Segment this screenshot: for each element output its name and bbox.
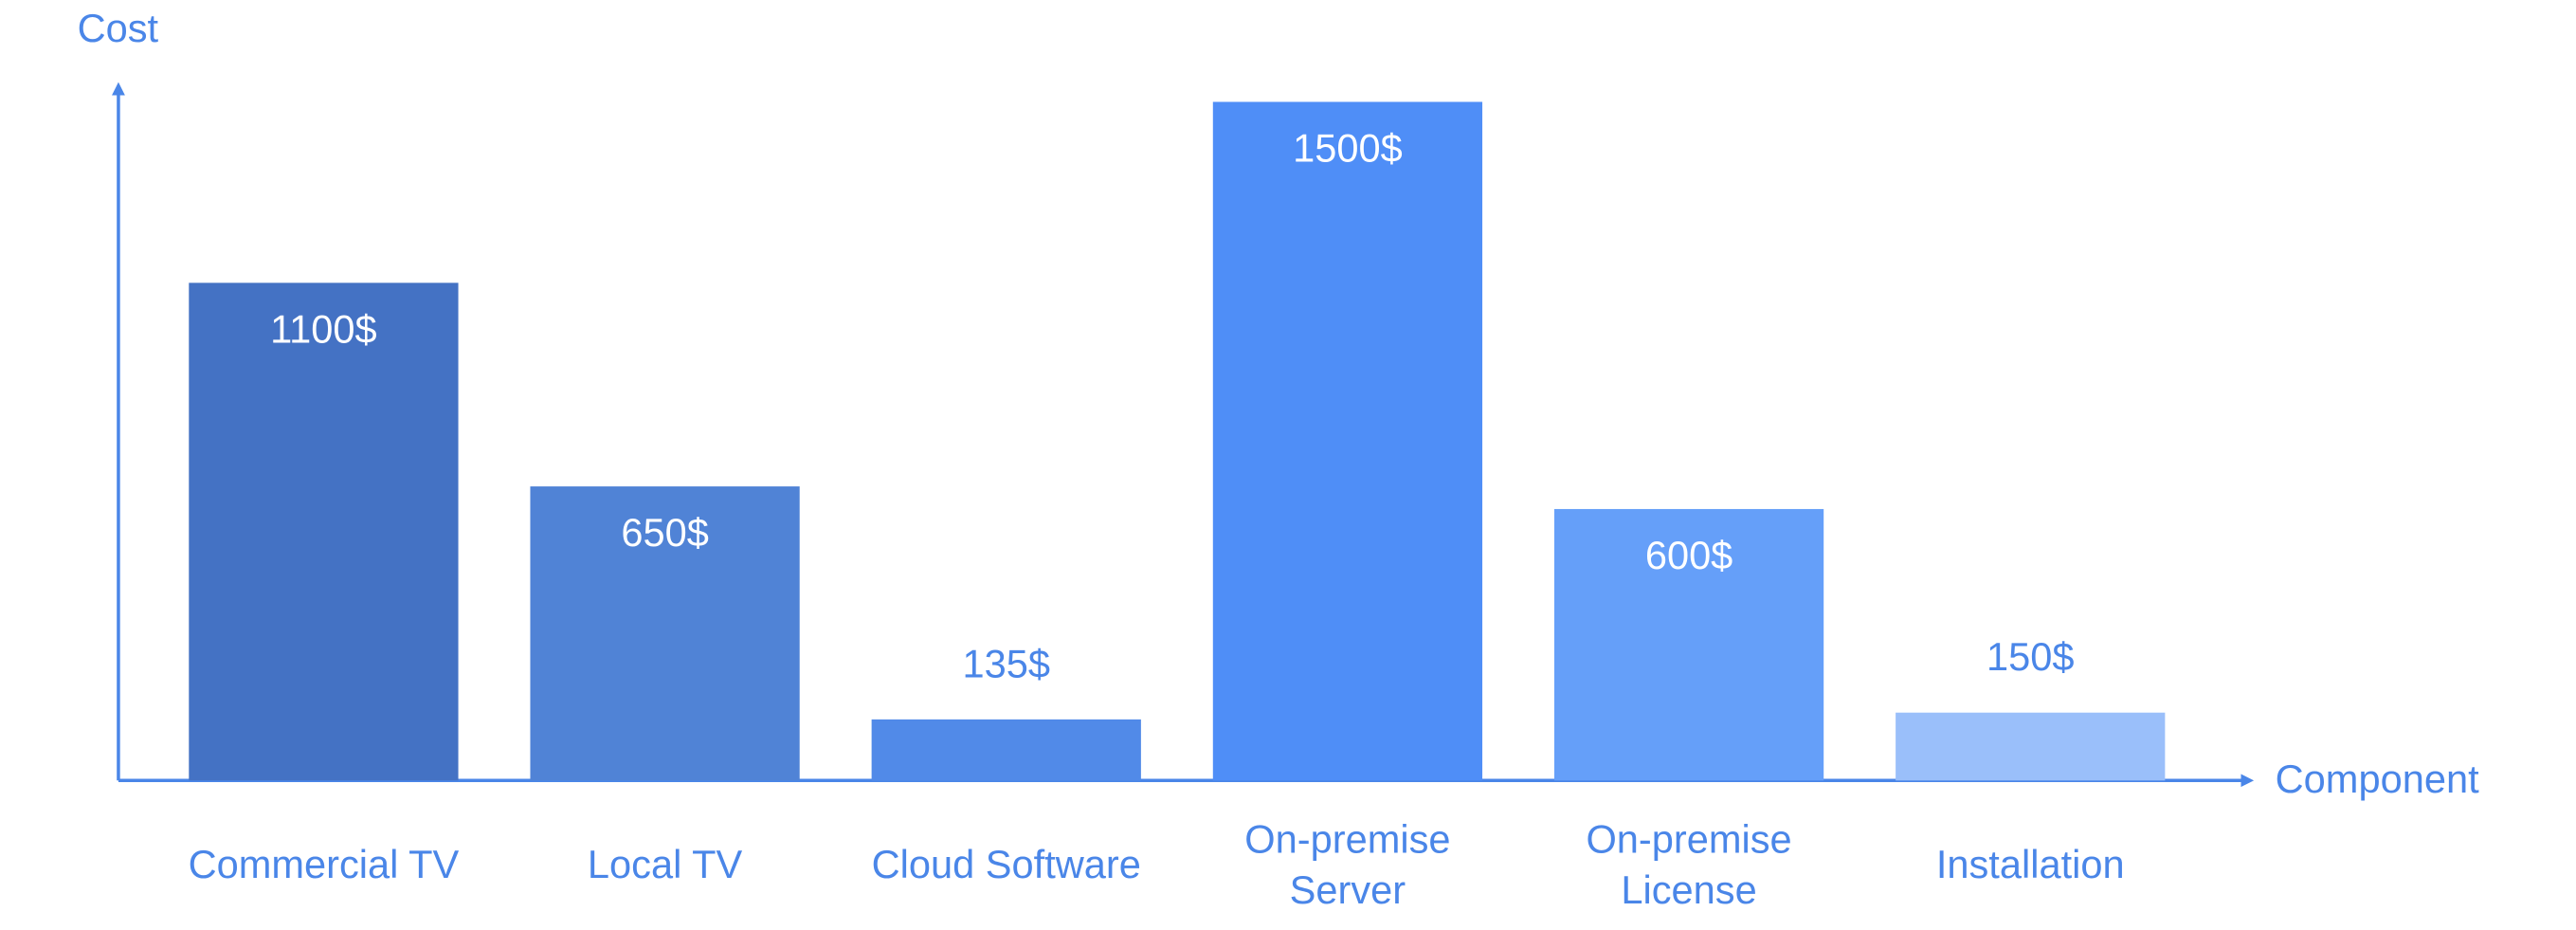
x-tick-label: Installation xyxy=(1936,842,2125,886)
x-tick-label: Commercial TV xyxy=(189,842,460,886)
bar xyxy=(871,719,1141,781)
x-tick-label: On-premise License xyxy=(1586,816,1791,912)
x-tick-label: On-premise Server xyxy=(1244,816,1450,912)
x-tick-label: Local TV xyxy=(588,842,743,886)
bar xyxy=(530,486,800,781)
value-label: 1500$ xyxy=(1293,125,1403,170)
bar xyxy=(189,283,459,781)
value-label: 600$ xyxy=(1645,533,1733,577)
value-label: 1100$ xyxy=(270,306,377,351)
value-label: 150$ xyxy=(1986,634,2075,679)
value-label: 650$ xyxy=(621,510,709,555)
bar xyxy=(1212,101,1483,781)
x-tick-label: Cloud Software xyxy=(872,842,1141,886)
value-label: 135$ xyxy=(963,641,1051,685)
bar xyxy=(1896,712,2166,781)
y-axis-label: Cost xyxy=(78,6,159,50)
bar xyxy=(1553,508,1824,781)
x-axis-label: Component xyxy=(2276,757,2479,801)
